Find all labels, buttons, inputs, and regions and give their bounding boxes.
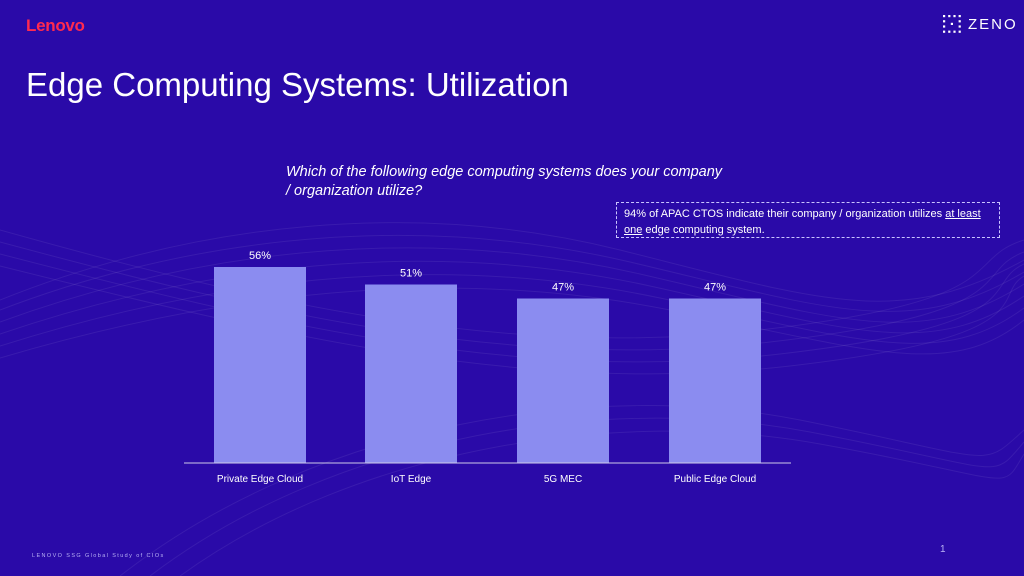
zeno-logo: ZENO: [943, 14, 1018, 34]
category-tick-label: 5G MEC: [544, 474, 582, 485]
bar-public-edge-cloud: [669, 298, 761, 463]
chart-title: Which of the following edge computing sy…: [286, 164, 723, 199]
bar-private-edge-cloud: [214, 267, 306, 463]
bar-iot-edge: [365, 284, 457, 463]
category-tick-label: Private Edge Cloud: [217, 474, 303, 485]
callout-underlined-text: at least: [945, 208, 981, 220]
callout-text: 94% of APAC CTOS indicate their company …: [624, 208, 946, 220]
callout-box: 94% of APAC CTOS indicate their company …: [616, 202, 1000, 238]
page-number: 1: [940, 544, 946, 555]
category-tick-label: Public Edge Cloud: [674, 474, 756, 485]
lenovo-logo: Lenovo: [26, 16, 85, 35]
bar-value-label: 47%: [704, 282, 726, 294]
bar-5g-mec: [517, 298, 609, 463]
category-tick-label: IoT Edge: [391, 474, 432, 485]
bar-value-label: 51%: [400, 268, 422, 280]
bar-value-label: 56%: [249, 250, 271, 262]
zeno-logo-text: ZENO: [968, 15, 1018, 33]
callout-underlined-text-2: one: [624, 224, 643, 236]
page-title: Edge Computing Systems: Utilization: [26, 66, 569, 104]
zeno-grid-icon: [943, 15, 961, 33]
bar-value-label: 47%: [552, 282, 574, 294]
callout-text-end: edge computing system.: [642, 224, 765, 236]
footer-study-label: LENOVO SSG Global Study of CIOs: [32, 553, 165, 559]
